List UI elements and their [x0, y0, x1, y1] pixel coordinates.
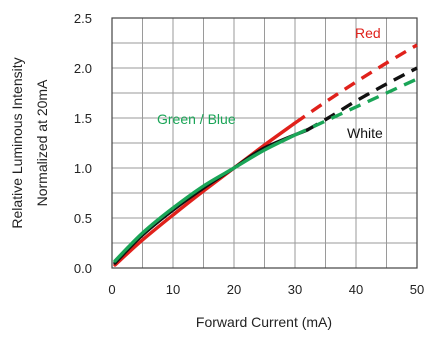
series-line-green-blue-dashed — [294, 77, 418, 137]
tick-labels: 0 10 20 30 40 50 0.0 0.5 1.0 1.5 2.0 2.5 — [74, 11, 424, 297]
x-tick-label: 50 — [410, 282, 424, 297]
series-label-white: White — [347, 125, 383, 141]
y-tick-label: 2.5 — [74, 11, 92, 26]
plot-frame — [111, 17, 418, 269]
series-label-red: Red — [355, 25, 381, 41]
series-line-red-solid — [113, 121, 297, 267]
y-axis-label-line2: Normalized at 20mA — [34, 79, 50, 206]
y-tick-label: 1.0 — [74, 161, 92, 176]
y-tick-label: 1.5 — [74, 111, 92, 126]
y-tick-label: 0.0 — [74, 261, 92, 276]
series-line-red-dashed — [294, 43, 418, 125]
series-lines — [113, 43, 418, 267]
x-axis-label: Forward Current (mA) — [196, 314, 332, 330]
x-tick-label: 30 — [288, 282, 302, 297]
x-tick-label: 0 — [108, 282, 115, 297]
y-tick-label: 2.0 — [74, 61, 92, 76]
series-label-green-blue: Green / Blue — [157, 111, 236, 127]
x-tick-label: 10 — [166, 282, 180, 297]
y-axis-label-line1: Relative Luminous Intensity — [9, 57, 25, 228]
x-tick-label: 40 — [349, 282, 363, 297]
x-tick-label: 20 — [227, 282, 241, 297]
series-line-green-blue-solid — [113, 133, 297, 263]
series-line-white-dashed — [306, 66, 418, 132]
y-tick-label: 0.5 — [74, 211, 92, 226]
